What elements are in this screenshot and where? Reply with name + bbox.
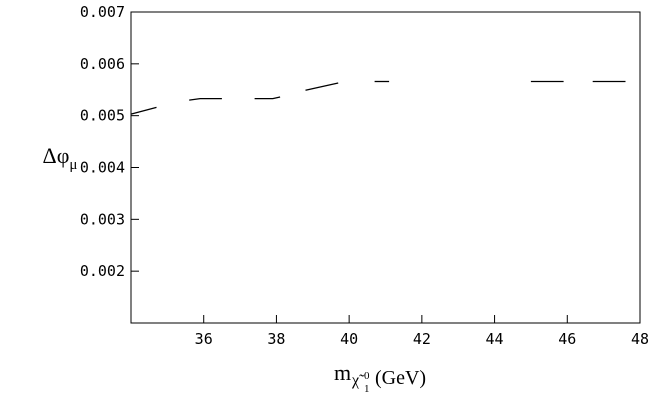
series-line-segment [305,82,339,91]
x-axis-title-suffix: (GeV) [375,367,426,389]
x-tick-label: 46 [558,330,576,348]
x-axis-title-sub: χ̃ [351,372,365,389]
x-tick-label: 42 [413,330,431,348]
x-axis-title: m χ̃ 0 1 (GeV) [334,360,426,395]
x-axis-title-main: m [334,360,351,385]
series-line-segment [254,96,281,100]
y-tick-label: 0.006 [80,55,125,73]
y-axis-title-sub: μ [69,157,77,173]
y-axis-title: Δφμ [43,143,78,173]
y-tick-label: 0.005 [80,107,125,125]
x-axis-title-sub-sup: 0 [364,370,370,382]
y-axis-title-main: Δφ [43,143,70,168]
x-tick-label: 36 [195,330,213,348]
series-layer [130,80,626,115]
y-tick-label: 0.004 [80,159,125,177]
y-tick-label: 0.002 [80,262,125,280]
plot-frame [130,11,641,324]
x-tick-label: 48 [631,330,649,348]
x-axis-title-sub-sub: 1 [364,383,370,395]
x-axis-ticks: 36 38 40 42 44 46 48 [195,315,649,348]
x-tick-label: 40 [340,330,358,348]
x-tick-label: 38 [267,330,285,348]
y-axis-ticks: 0.002 0.003 0.004 0.005 0.006 0.007 [80,3,139,280]
x-tick-label: 44 [486,330,504,348]
y-tick-label: 0.003 [80,210,125,228]
series-line-segment [130,106,157,115]
y-tick-label: 0.007 [80,3,125,21]
series-line-segment [189,97,222,101]
